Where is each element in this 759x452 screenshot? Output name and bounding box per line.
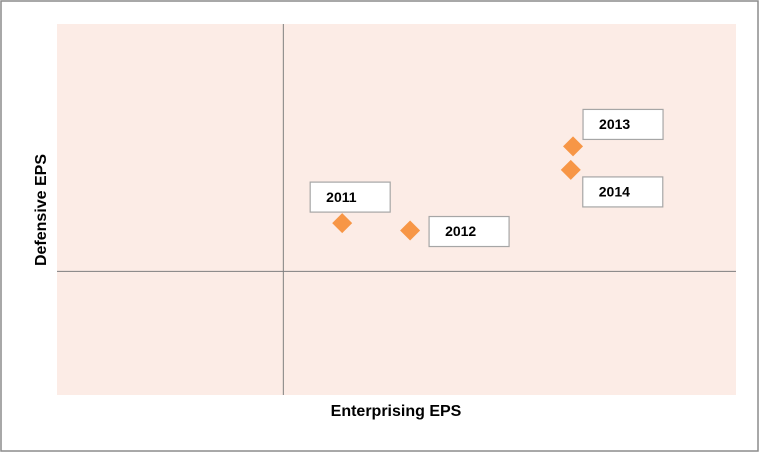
label-box [582,176,664,208]
label-box [582,108,664,141]
point-label: 2011 [326,189,357,205]
point-label: 2012 [445,223,476,239]
data-point [400,220,421,241]
data-point [563,136,584,157]
data-point [560,159,581,180]
data-point [332,213,353,234]
label-box [428,215,510,248]
plot-area [57,24,736,395]
point-label: 2014 [599,184,630,200]
label-box [309,181,391,213]
point-label: 2013 [599,116,630,132]
x-axis-title: Enterprising EPS [331,403,462,420]
y-axis-title: Defensive EPS [33,154,50,266]
